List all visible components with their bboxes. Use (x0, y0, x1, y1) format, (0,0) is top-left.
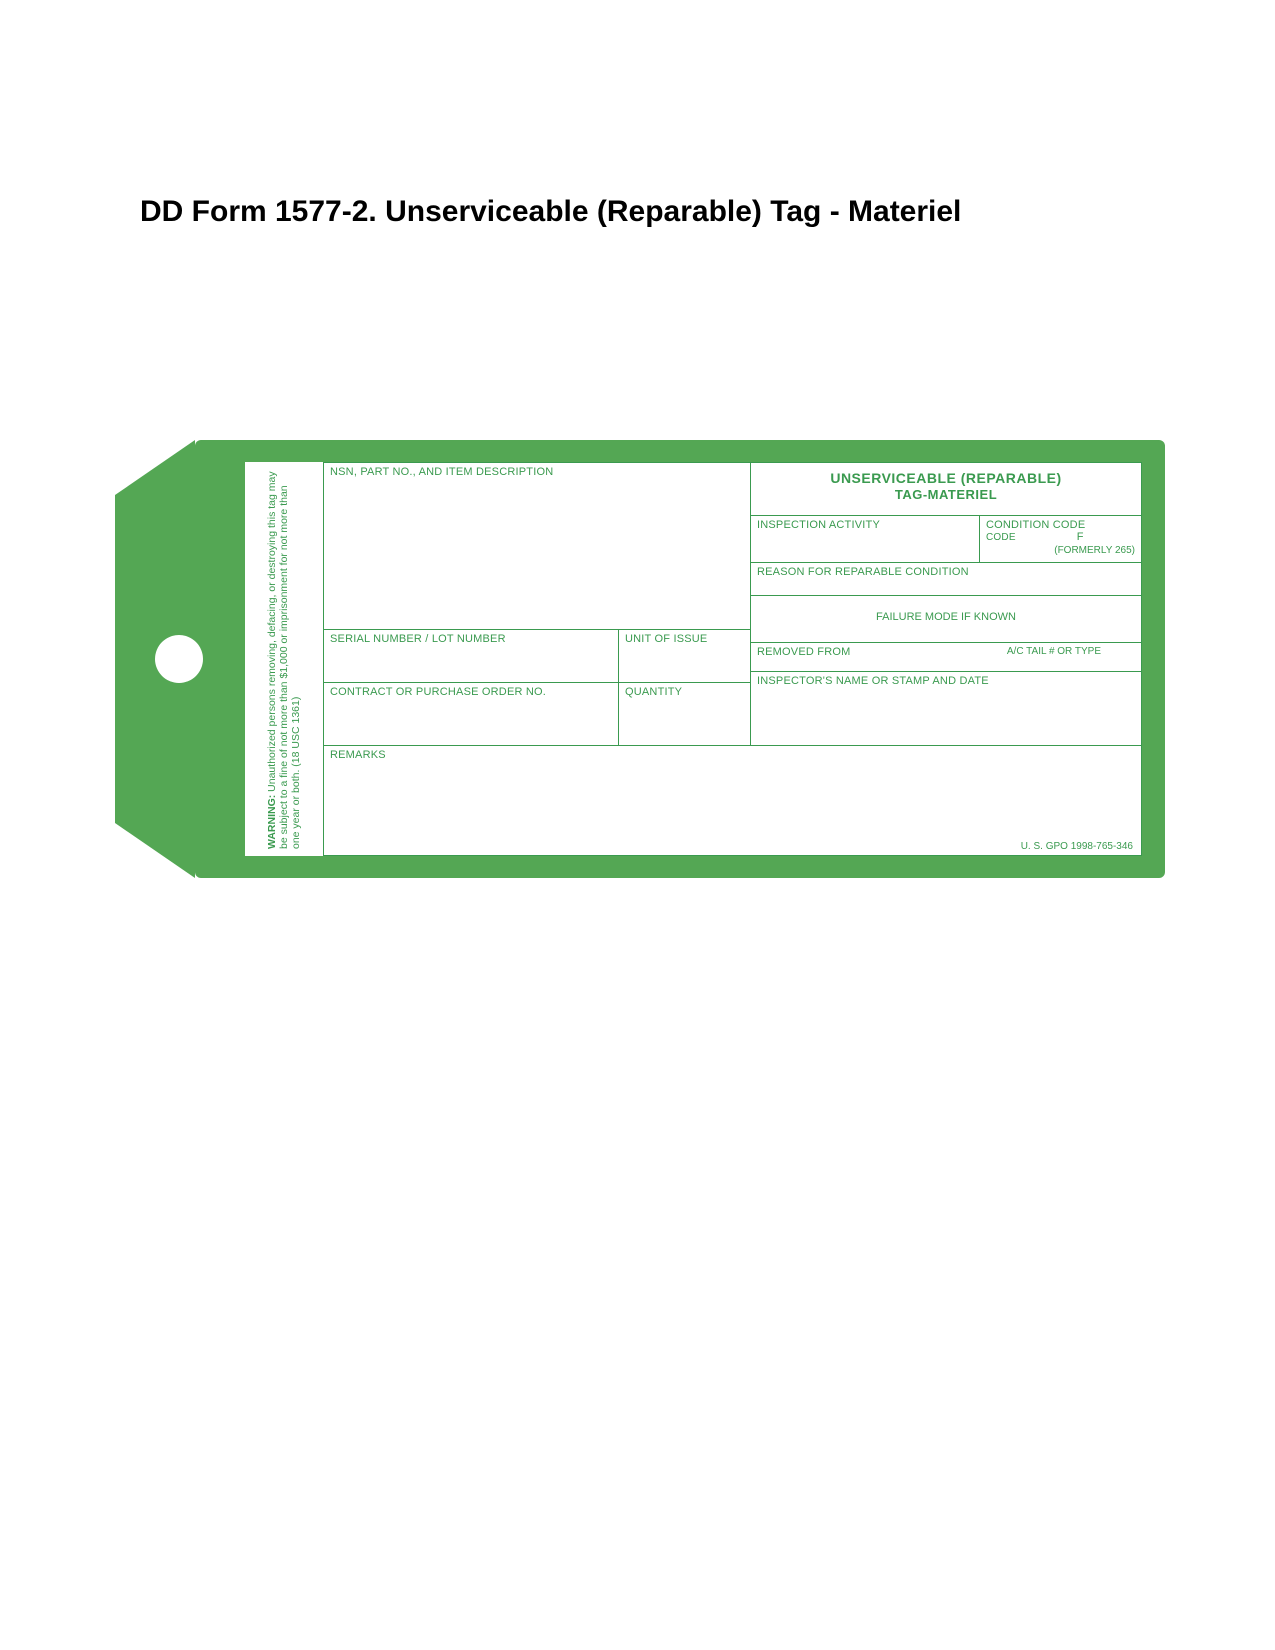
tag-hole-icon (155, 635, 203, 683)
warning-text: WARNING: Unauthorized persons removing, … (266, 469, 302, 849)
tag-graphic: WARNING: Unauthorized persons removing, … (115, 440, 1165, 878)
label-inspection-activity: INSPECTION ACTIVITY (757, 519, 973, 531)
label-quantity: QUANTITY (625, 686, 744, 698)
warning-body: Unauthorized persons removing, defacing,… (266, 471, 302, 849)
title-line1: UNSERVICEABLE (REPARABLE) (757, 470, 1135, 486)
field-removed-from: REMOVED FROM A/C TAIL # OR TYPE (750, 642, 1142, 672)
label-failure-mode: FAILURE MODE IF KNOWN (876, 611, 1016, 623)
page-title: DD Form 1577-2. Unserviceable (Reparable… (140, 195, 961, 229)
tag-tab-top (115, 440, 195, 659)
label-reason: REASON FOR REPARABLE CONDITION (757, 566, 1135, 578)
field-inspection-activity: INSPECTION ACTIVITY (750, 515, 980, 563)
field-title: UNSERVICEABLE (REPARABLE) TAG-MATERIEL (750, 462, 1142, 516)
field-nsn: NSN, PART NO., AND ITEM DESCRIPTION (323, 462, 751, 630)
label-inspector: INSPECTOR'S NAME OR STAMP AND DATE (757, 675, 1135, 687)
field-serial: SERIAL NUMBER / LOT NUMBER (323, 629, 619, 683)
value-condition-code: F (1077, 531, 1084, 543)
field-quantity: QUANTITY (618, 682, 751, 746)
field-inspector: INSPECTOR'S NAME OR STAMP AND DATE (750, 671, 1142, 746)
label-nsn: NSN, PART NO., AND ITEM DESCRIPTION (330, 466, 744, 478)
warning-column: WARNING: Unauthorized persons removing, … (245, 462, 323, 856)
field-unit-of-issue: UNIT OF ISSUE (618, 629, 751, 683)
tag-panel: WARNING: Unauthorized persons removing, … (245, 462, 1142, 856)
label-condition-code: CONDITION CODE (986, 519, 1085, 531)
footer-gpo: U. S. GPO 1998-765-346 (1021, 841, 1133, 852)
warning-label: WARNING: (266, 795, 278, 849)
title-line2: TAG-MATERIEL (757, 487, 1135, 502)
field-failure-mode: FAILURE MODE IF KNOWN (750, 595, 1142, 643)
field-reason: REASON FOR REPARABLE CONDITION (750, 562, 1142, 596)
label-formerly: (FORMERLY 265) (986, 545, 1135, 556)
field-grid: NSN, PART NO., AND ITEM DESCRIPTION SERI… (323, 462, 1142, 856)
label-ac-tail: A/C TAIL # OR TYPE (1007, 646, 1101, 657)
label-removed-from: REMOVED FROM (757, 646, 850, 658)
label-serial: SERIAL NUMBER / LOT NUMBER (330, 633, 612, 645)
tag-tab-bot (115, 659, 195, 878)
label-contract: CONTRACT OR PURCHASE ORDER NO. (330, 686, 612, 698)
field-condition-code: CONDITION CODE CODE F (FORMERLY 265) (979, 515, 1142, 563)
label-remarks: REMARKS (330, 749, 1135, 761)
label-unit-of-issue: UNIT OF ISSUE (625, 633, 744, 645)
field-contract: CONTRACT OR PURCHASE ORDER NO. (323, 682, 619, 746)
field-remarks: REMARKS U. S. GPO 1998-765-346 (323, 745, 1142, 856)
